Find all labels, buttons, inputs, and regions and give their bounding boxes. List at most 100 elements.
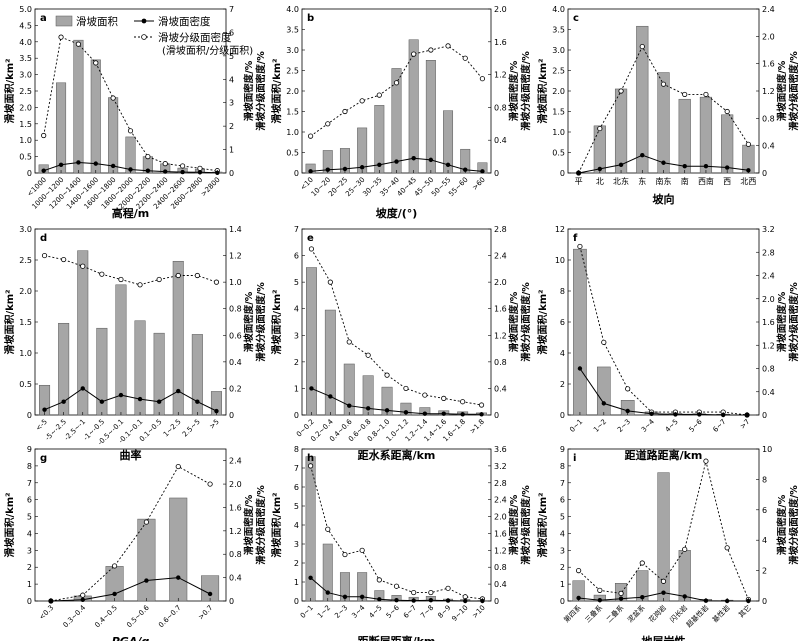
point-density-4: [384, 408, 390, 413]
y2-tick-label: 0.6: [229, 331, 242, 340]
y-tick-label: 4.0: [19, 38, 32, 47]
point-grade-density-6: [411, 589, 417, 596]
y-tick-label: 5: [27, 513, 32, 522]
y-tick-label: 7: [560, 479, 565, 488]
point-grade-density-6: [156, 276, 162, 283]
y2-axis-label-grade-density: 滑坡分级面密度/%: [788, 51, 800, 131]
y2-tick-label: 1.4: [229, 225, 242, 234]
y-tick-label: 6: [294, 483, 299, 492]
chart-panel-h: 0 1 2 3 4 5 6 7 8 0 0.4 0.8 1.2 1.6 2.0 2.4 2.8 3.2 3.6 0~1…: [270, 445, 532, 641]
point-density-5: [137, 396, 143, 402]
point-grade-density-8: [445, 585, 451, 591]
y2-tick-label: 4: [762, 536, 767, 545]
bar-area-1: [596, 366, 611, 416]
y2-tick-label: 0.4: [229, 574, 242, 583]
point-density-0: [42, 407, 47, 412]
y2-tick-label: 10: [762, 445, 772, 454]
point-grade-density-7: [428, 589, 434, 596]
point-density-2: [342, 594, 348, 599]
y-tick-label: 8: [560, 462, 565, 471]
y2-tick-label: 0.8: [494, 358, 507, 367]
y-tick-label: 1: [560, 580, 565, 589]
panel-letter: a: [40, 13, 47, 24]
point-grade-density-1: [58, 34, 64, 40]
point-grade-density-9: [197, 165, 203, 171]
y-tick-label: 0.5: [552, 149, 565, 158]
y2-tick-label: 1.2: [229, 252, 242, 261]
y-axis-label: 滑坡面积/km²: [270, 58, 283, 123]
y-tick-label: 3: [294, 540, 299, 549]
point-grade-density-3: [143, 519, 150, 525]
y-tick-label: 1.0: [552, 128, 565, 137]
y2-tick-label: 0: [229, 169, 234, 178]
point-grade-density-5: [127, 128, 134, 134]
y2-axis-label-grade-density: 滑坡分级面密度/%: [788, 282, 800, 362]
point-grade-density-8: [445, 43, 451, 49]
y2-axis-label-density: 滑坡面密度/%: [776, 60, 788, 121]
y-tick-label: 1.0: [19, 136, 32, 145]
y-tick-label: 3.0: [19, 71, 32, 80]
x-axis-label: 距道路距离/km: [625, 448, 703, 462]
point-grade-density-7: [724, 108, 730, 115]
y2-tick-label: 2.0: [494, 513, 507, 522]
y-axis-label: 滑坡面积/km²: [536, 492, 549, 557]
point-density-5: [394, 159, 399, 164]
y2-tick-label: 3.2: [762, 225, 775, 234]
x-tick-label: >10: [471, 604, 487, 620]
x-tick-label: <0.3: [38, 604, 56, 622]
legend: 滑坡面积 滑坡面密度 滑坡分级面密度 (滑坡面积/分级面积): [55, 15, 253, 57]
y-tick-label: 3.5: [552, 26, 565, 35]
point-grade-density-3: [359, 98, 365, 104]
point-density-5: [128, 167, 133, 172]
y-tick-label: 8: [294, 445, 299, 454]
point-grade-density-4: [118, 276, 124, 283]
point-grade-density-1: [597, 587, 603, 593]
y-tick-label: 1.5: [19, 120, 32, 129]
line-grade-density: [578, 461, 749, 600]
x-tick-label: 花岗岩: [647, 603, 668, 624]
point-grade-density-2: [618, 590, 624, 597]
y-tick-label: 1: [294, 384, 299, 393]
point-density-2: [342, 166, 348, 172]
x-tick-label: 1~2: [316, 604, 332, 620]
point-density-4: [661, 160, 666, 165]
y2-tick-label: 2.0: [229, 480, 242, 489]
y-axis-label: 滑坡面积/km²: [270, 289, 283, 354]
point-grade-density-6: [703, 458, 709, 464]
x-tick-label: >5: [208, 418, 221, 431]
x-tick-label: 泥盆系: [625, 603, 646, 624]
point-grade-density-2: [75, 41, 82, 47]
point-density-3: [359, 594, 365, 599]
point-grade-density-0: [41, 252, 48, 259]
y-tick-label: 0: [27, 597, 32, 606]
y2-tick-label: 1.2: [494, 71, 507, 80]
y2-tick-label: 3: [229, 99, 234, 108]
x-tick-label: 1~2: [592, 418, 608, 434]
point-density-5: [207, 591, 213, 597]
x-tick-label: 三叠系: [583, 603, 604, 624]
y-tick-label: 2: [27, 563, 32, 572]
y2-tick-label: 3.6: [494, 445, 507, 454]
bar-area-5: [678, 98, 691, 174]
point-grade-density-6: [145, 154, 151, 160]
y-tick-label: 4: [294, 305, 299, 314]
point-grade-density-0: [307, 463, 314, 469]
panel-letter: i: [573, 453, 576, 464]
point-grade-density-1: [597, 125, 603, 132]
y2-axis-label-density: 滑坡面密度/%: [243, 291, 255, 352]
y-tick-label: 2.0: [286, 87, 299, 96]
y-tick-label: 4: [560, 529, 565, 538]
point-grade-density-1: [325, 526, 331, 532]
point-density-1: [601, 401, 607, 406]
point-density-5: [682, 594, 687, 599]
point-grade-density-7: [175, 272, 181, 279]
y2-tick-label: 2.4: [762, 5, 775, 14]
y-tick-label: 2: [560, 563, 565, 572]
point-grade-density-1: [61, 256, 67, 263]
point-grade-density-8: [194, 272, 200, 279]
y2-tick-label: 1.6: [494, 305, 507, 314]
point-grade-density-6: [411, 51, 417, 57]
chart-panel-e: 0123456700.40.81.21.62.02.42.80~0.20.2~0…: [270, 225, 532, 462]
y-tick-label: 6: [294, 252, 299, 261]
y2-tick-label: 0.4: [494, 580, 507, 589]
